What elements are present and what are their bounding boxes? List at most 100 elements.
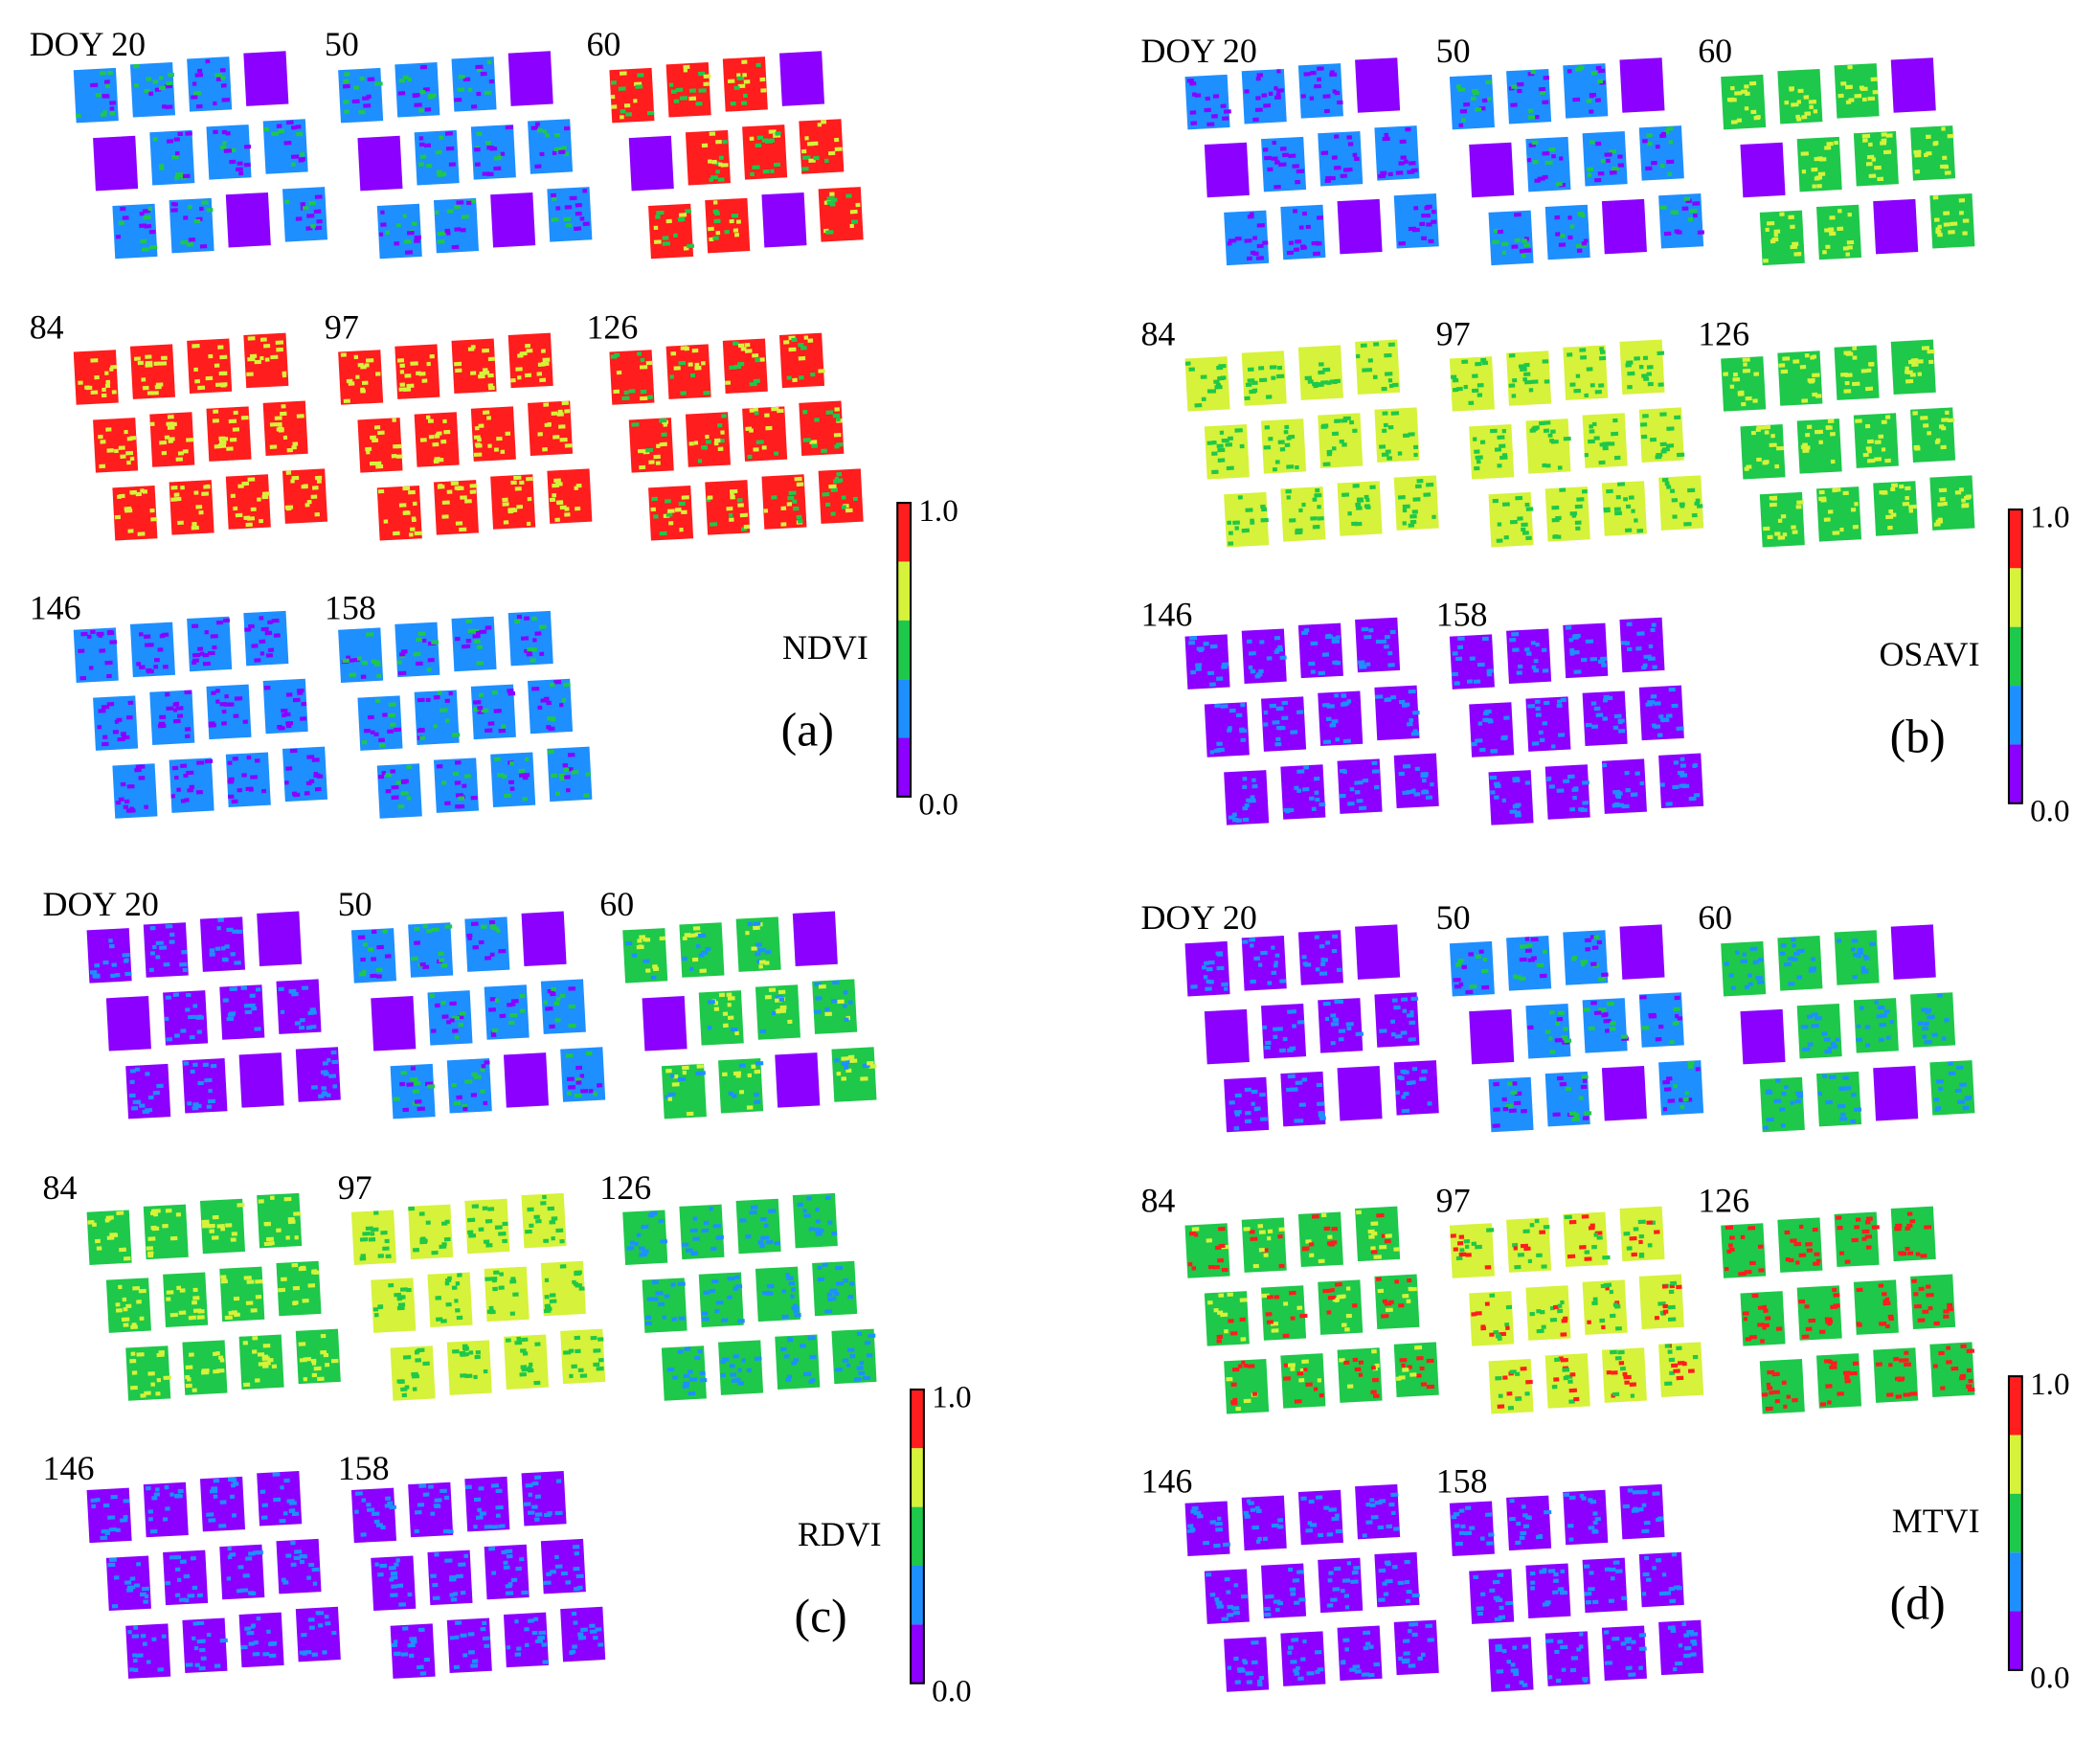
speckle <box>1864 1025 1871 1029</box>
plot <box>1525 418 1571 474</box>
speckle <box>174 1494 183 1499</box>
speckle <box>1568 1388 1578 1393</box>
speckle <box>1354 790 1361 795</box>
speckle <box>129 456 135 462</box>
speckle <box>476 437 482 442</box>
speckle <box>1589 140 1595 145</box>
speckle <box>642 959 650 963</box>
speckle <box>439 1244 447 1250</box>
speckle <box>541 1642 548 1647</box>
speckle <box>486 145 494 150</box>
speckle <box>756 135 764 140</box>
speckle <box>1409 717 1414 723</box>
speckle <box>496 928 501 934</box>
speckle <box>1792 530 1798 534</box>
speckle <box>197 646 204 651</box>
speckle <box>1267 1229 1274 1234</box>
speckle <box>668 82 674 87</box>
speckle <box>641 1224 649 1230</box>
speckle <box>1881 138 1887 143</box>
speckle <box>1287 1009 1294 1014</box>
speckle <box>205 484 210 489</box>
speckle <box>1189 110 1197 115</box>
speckle <box>1381 1314 1389 1319</box>
speckle <box>1475 738 1483 743</box>
plot-map <box>1449 924 1704 1133</box>
speckle <box>382 712 388 717</box>
speckle <box>1500 241 1509 247</box>
speckle <box>732 341 739 346</box>
speckle <box>422 924 429 929</box>
plot <box>338 627 384 683</box>
speckle <box>1316 1082 1323 1088</box>
speckle <box>1275 88 1284 93</box>
speckle <box>1402 508 1408 513</box>
speckle <box>453 1664 461 1670</box>
speckle <box>444 718 450 723</box>
speckle <box>219 1638 228 1643</box>
speckle <box>446 209 454 214</box>
speckle <box>317 1623 324 1628</box>
speckle <box>1387 342 1395 348</box>
speckle <box>1822 250 1827 255</box>
speckle <box>109 106 115 111</box>
speckle <box>1511 84 1518 89</box>
speckle <box>1800 1024 1809 1029</box>
speckle <box>1937 502 1944 507</box>
speckle <box>153 1212 159 1217</box>
speckle <box>397 91 406 96</box>
speckle <box>505 431 511 436</box>
speckle <box>304 1649 312 1655</box>
speckle <box>1352 1357 1359 1363</box>
speckle <box>379 1563 388 1569</box>
plot <box>464 1476 510 1532</box>
speckle <box>1304 962 1312 967</box>
speckle <box>1283 1376 1292 1381</box>
speckle <box>1874 1000 1880 1005</box>
speckle <box>400 1387 408 1392</box>
speckle <box>221 721 227 726</box>
speckle <box>151 1226 160 1232</box>
plot <box>1297 1211 1343 1268</box>
speckle <box>1397 495 1406 500</box>
speckle <box>1626 1246 1633 1251</box>
speckle <box>1557 699 1562 704</box>
speckle <box>1580 355 1588 360</box>
speckle <box>516 1336 522 1342</box>
speckle <box>115 800 122 805</box>
speckle <box>1642 414 1649 418</box>
speckle <box>219 1358 225 1363</box>
speckle <box>152 79 159 84</box>
speckle <box>1862 452 1869 458</box>
speckle <box>765 1239 774 1245</box>
speckle <box>750 1205 758 1210</box>
speckle <box>1521 253 1526 259</box>
speckle <box>575 211 582 216</box>
speckle <box>451 1082 457 1088</box>
speckle <box>418 108 424 113</box>
speckle <box>220 83 227 88</box>
speckle <box>724 229 730 235</box>
speckle <box>1469 984 1477 989</box>
speckle <box>1616 482 1626 486</box>
speckle <box>705 434 710 440</box>
speckle <box>650 507 657 512</box>
speckle <box>471 1659 479 1663</box>
speckle <box>425 1220 431 1225</box>
speckle <box>263 126 270 132</box>
plot <box>1777 68 1823 124</box>
speckle <box>1662 1309 1669 1314</box>
speckle <box>527 1366 532 1370</box>
speckle <box>1279 979 1287 984</box>
speckle <box>1861 1229 1870 1234</box>
speckle <box>544 133 550 138</box>
speckle <box>681 509 688 515</box>
speckle <box>1516 670 1522 675</box>
speckle <box>1687 1064 1694 1070</box>
speckle <box>510 508 518 513</box>
speckle <box>736 76 745 81</box>
speckle <box>431 927 440 933</box>
speckle <box>514 619 521 624</box>
speckle <box>1557 465 1563 470</box>
plot <box>1241 936 1287 991</box>
